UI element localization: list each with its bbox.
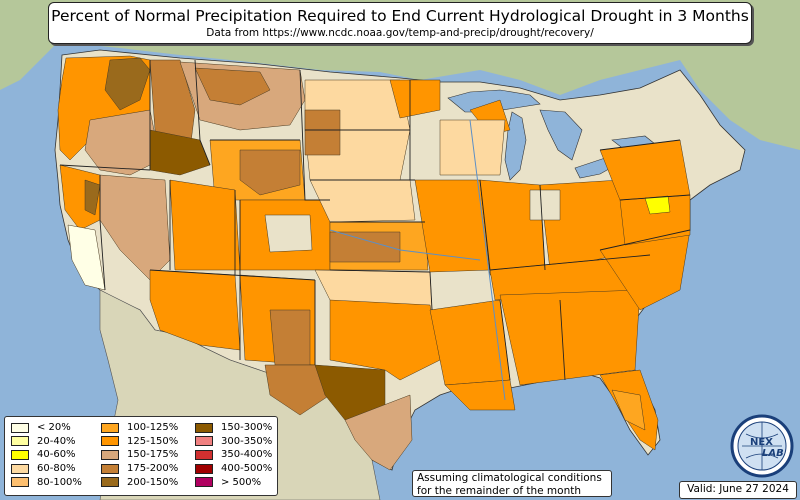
logo-text-nex: NEX [750, 437, 773, 448]
legend-swatch [101, 449, 119, 460]
lake-michigan [504, 111, 527, 181]
legend-swatch [11, 436, 29, 447]
region-oregon-east [84, 109, 161, 176]
region-california-sierra [84, 179, 101, 216]
legend-label: 350-400% [221, 449, 273, 461]
title-box: Percent of Normal Precipitation Required… [48, 2, 752, 44]
legend-label: 400-500% [221, 463, 273, 475]
map-title: Percent of Normal Precipitation Required… [51, 7, 749, 25]
legend-column-2: 100-125% 125-150% 150-175% 175-200% 200-… [101, 421, 178, 489]
legend-swatch [11, 422, 29, 433]
legend-item: 350-400% [195, 448, 272, 462]
legend-item: > 500% [195, 475, 272, 489]
legend-label: 100-125% [127, 422, 179, 434]
region-alabama-georgia [499, 289, 641, 386]
region-louisiana [444, 379, 516, 411]
legend-item: 125-150% [101, 435, 178, 449]
legend-item: 150-175% [101, 448, 178, 462]
region-texas-east [329, 299, 441, 381]
region-montana-west [194, 67, 271, 106]
legend-item: 150-300% [195, 421, 272, 435]
legend-swatch [101, 422, 119, 433]
region-colorado-center [264, 214, 313, 253]
region-new-mexico-south [269, 309, 311, 366]
legend-label: 80-100% [37, 476, 82, 488]
region-california-valley [67, 224, 106, 291]
legend-column-3: 150-300% 300-350% 350-400% 400-500% > 50… [195, 421, 272, 489]
legend-label: 300-350% [221, 435, 273, 447]
legend-item: 40-60% [11, 448, 82, 462]
legend-swatch [11, 449, 29, 460]
region-california-north [59, 164, 101, 231]
legend-item: 60-80% [11, 462, 82, 476]
legend-label: 60-80% [37, 463, 76, 475]
legend-item: 175-200% [101, 462, 178, 476]
map-subtitle: Data from https://www.ncdc.noaa.gov/temp… [206, 27, 594, 39]
drought-regions [57, 55, 691, 471]
legend-swatch [101, 463, 119, 474]
region-utah [169, 179, 241, 271]
legend-swatch [195, 449, 213, 460]
legend-label: 200-150% [127, 476, 179, 488]
legend-item: 300-350% [195, 435, 272, 449]
legend-swatch [195, 477, 213, 488]
legend-swatch [195, 436, 213, 447]
legend-label: > 500% [221, 476, 262, 488]
region-florida-keys [611, 389, 646, 431]
region-south-dakota-west [304, 109, 341, 156]
region-maryland-40-60 [644, 195, 671, 215]
legend-label: 150-175% [127, 449, 179, 461]
legend-swatch [11, 463, 29, 474]
legend-swatch [195, 463, 213, 474]
region-cascades [104, 57, 151, 111]
region-kansas-core [329, 231, 401, 263]
rivers [329, 119, 506, 401]
region-wyoming-core [239, 149, 301, 196]
state-borders [59, 59, 691, 381]
legend-item: 400-500% [195, 462, 272, 476]
legend-swatch [101, 436, 119, 447]
legend-item: 80-100% [11, 475, 82, 489]
legend-label: < 20% [37, 422, 71, 434]
legend-swatch [11, 477, 29, 488]
region-wisc-green [529, 189, 561, 221]
legend-swatch [195, 422, 213, 433]
legend-label: 40-60% [37, 449, 76, 461]
region-texas-south [344, 394, 413, 471]
assumption-note: Assuming climatological conditions for t… [412, 470, 612, 497]
region-minnesota-north [389, 79, 441, 119]
legend-label: 175-200% [127, 463, 179, 475]
legend-item: 200-150% [101, 475, 178, 489]
legend-item: 20-40% [11, 435, 82, 449]
note-line-1: Assuming climatological conditions [417, 472, 602, 484]
legend-item: 100-125% [101, 421, 178, 435]
legend-label: 20-40% [37, 435, 76, 447]
legend: < 20% 20-40% 40-60% 60-80% 80-100% 100-1… [4, 416, 278, 496]
nexlab-logo: NEX LAB [730, 414, 794, 478]
valid-date: Valid: June 27 2024 [679, 481, 797, 499]
legend-column-1: < 20% 20-40% 40-60% 60-80% 80-100% [11, 421, 82, 489]
legend-swatch [101, 477, 119, 488]
logo-text-lab: LAB [762, 448, 784, 459]
region-west-texas [264, 364, 331, 416]
legend-item: < 20% [11, 421, 82, 435]
region-wisconsin [439, 119, 506, 176]
note-line-2: for the remainder of the month [417, 484, 582, 497]
legend-label: 150-300% [221, 422, 273, 434]
legend-label: 125-150% [127, 435, 179, 447]
lake-huron [539, 109, 583, 161]
